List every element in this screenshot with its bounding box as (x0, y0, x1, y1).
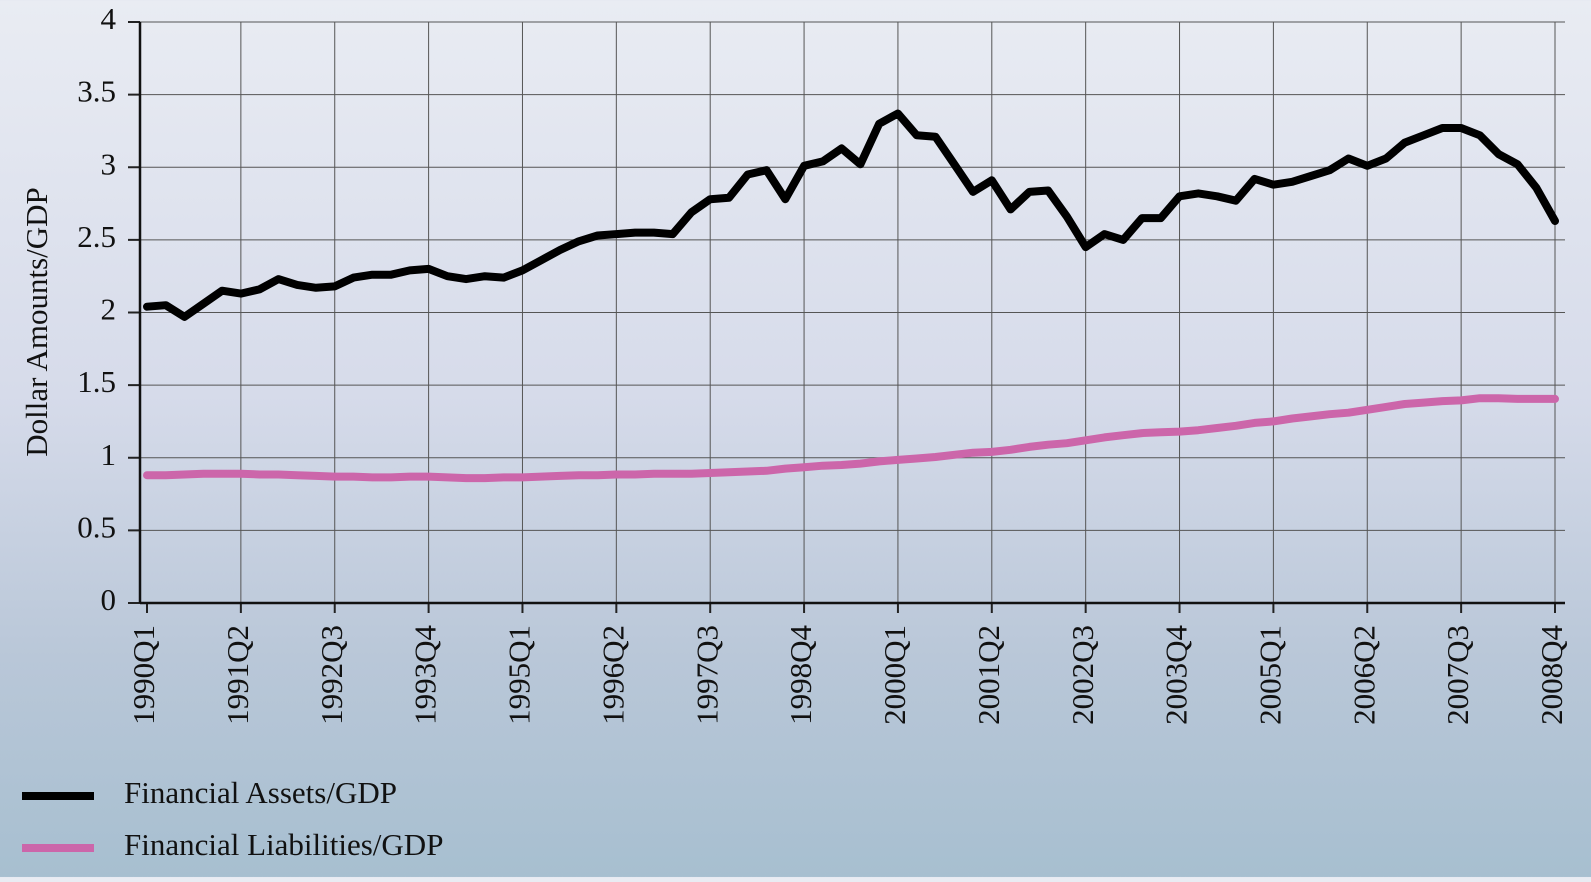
x-tick-label: 2003Q4 (1159, 625, 1194, 725)
x-tick-label: 2007Q3 (1440, 625, 1475, 725)
series-line (143, 394, 1559, 483)
legend-label: Financial Liabilities/GDP (124, 827, 443, 862)
y-tick-label: 0.5 (77, 509, 116, 544)
y-tick-label: 3 (101, 146, 117, 181)
y-tick-label: 0 (101, 582, 117, 617)
x-tick-label: 1995Q1 (502, 625, 537, 725)
x-tick-label: 2008Q4 (1534, 625, 1569, 725)
x-tick-label: 1993Q4 (408, 625, 443, 725)
x-tick-label: 2002Q3 (1065, 625, 1100, 725)
y-tick-label: 1 (101, 437, 117, 472)
series-line (143, 109, 1559, 321)
y-tick-label: 2.5 (77, 219, 116, 254)
x-tick-label: 2005Q1 (1253, 625, 1288, 725)
x-tick-label: 1997Q3 (689, 625, 724, 725)
x-tick-label: 2000Q1 (877, 625, 912, 725)
y-axis-label: Dollar Amounts/GDP (19, 187, 54, 457)
y-tick-label: 2 (101, 292, 117, 327)
legend-label: Financial Assets/GDP (124, 775, 397, 810)
y-tick-label: 1.5 (77, 364, 116, 399)
x-tick-label: 1991Q2 (220, 625, 255, 725)
y-tick-label: 3.5 (77, 74, 116, 109)
y-tick-label: 4 (101, 1, 117, 36)
x-tick-label: 1990Q1 (126, 625, 161, 725)
x-tick-label: 2001Q2 (971, 625, 1006, 725)
x-tick-label: 1998Q4 (783, 625, 818, 725)
x-tick-label: 1996Q2 (595, 625, 630, 725)
x-tick-label: 1992Q3 (314, 625, 349, 725)
x-tick-label: 2006Q2 (1346, 625, 1381, 725)
